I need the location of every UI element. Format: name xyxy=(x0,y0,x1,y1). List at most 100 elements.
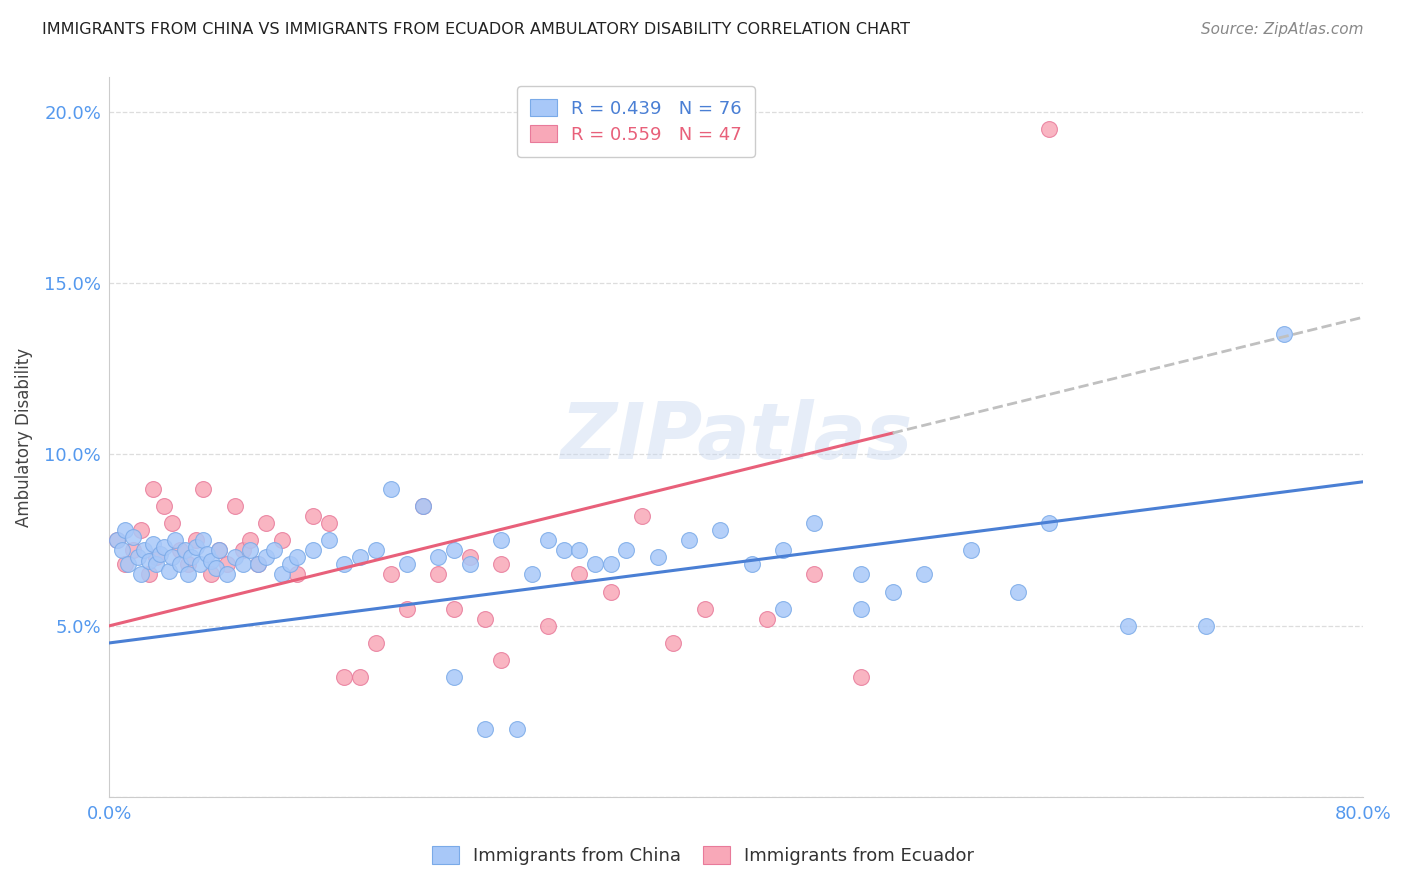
Point xyxy=(741,557,763,571)
Point xyxy=(364,636,387,650)
Point xyxy=(287,550,309,565)
Point xyxy=(224,499,246,513)
Point xyxy=(349,670,371,684)
Point xyxy=(537,533,560,548)
Point xyxy=(380,567,402,582)
Point xyxy=(568,543,591,558)
Point xyxy=(553,543,575,558)
Point xyxy=(287,567,309,582)
Point xyxy=(173,543,195,558)
Point xyxy=(443,601,465,615)
Point xyxy=(396,557,419,571)
Point xyxy=(205,560,228,574)
Point xyxy=(599,584,621,599)
Point xyxy=(662,636,685,650)
Point xyxy=(693,601,716,615)
Point xyxy=(215,567,238,582)
Y-axis label: Ambulatory Disability: Ambulatory Disability xyxy=(15,348,32,527)
Point xyxy=(772,601,794,615)
Point xyxy=(224,550,246,565)
Point xyxy=(153,499,176,513)
Point xyxy=(851,670,873,684)
Point xyxy=(318,533,340,548)
Point xyxy=(153,540,176,554)
Point xyxy=(537,619,560,633)
Point xyxy=(583,557,606,571)
Legend: R = 0.439   N = 76, R = 0.559   N = 47: R = 0.439 N = 76, R = 0.559 N = 47 xyxy=(517,87,755,157)
Point xyxy=(177,567,200,582)
Point xyxy=(803,516,825,530)
Point xyxy=(1038,121,1060,136)
Point xyxy=(193,533,215,548)
Point xyxy=(232,543,254,558)
Point xyxy=(145,550,167,565)
Point xyxy=(105,533,128,548)
Point xyxy=(157,564,180,578)
Point xyxy=(122,543,145,558)
Point xyxy=(247,557,270,571)
Point xyxy=(129,523,152,537)
Point xyxy=(270,567,292,582)
Point xyxy=(380,482,402,496)
Point xyxy=(803,567,825,582)
Point xyxy=(443,670,465,684)
Point xyxy=(364,543,387,558)
Point xyxy=(349,550,371,565)
Point xyxy=(184,540,207,554)
Point xyxy=(912,567,935,582)
Point xyxy=(882,584,904,599)
Point xyxy=(169,543,191,558)
Point xyxy=(1272,327,1295,342)
Point xyxy=(239,533,262,548)
Point xyxy=(458,550,481,565)
Legend: Immigrants from China, Immigrants from Ecuador: Immigrants from China, Immigrants from E… xyxy=(423,838,983,874)
Point xyxy=(200,554,222,568)
Point xyxy=(215,557,238,571)
Point xyxy=(333,670,356,684)
Point xyxy=(1007,584,1029,599)
Point xyxy=(145,557,167,571)
Point xyxy=(142,536,165,550)
Point xyxy=(489,557,512,571)
Point xyxy=(114,557,136,571)
Point xyxy=(427,567,450,582)
Point xyxy=(195,547,218,561)
Point xyxy=(132,543,155,558)
Point xyxy=(208,543,231,558)
Point xyxy=(474,612,496,626)
Point xyxy=(522,567,544,582)
Point xyxy=(254,516,277,530)
Point xyxy=(180,550,202,565)
Text: IMMIGRANTS FROM CHINA VS IMMIGRANTS FROM ECUADOR AMBULATORY DISABILITY CORRELATI: IMMIGRANTS FROM CHINA VS IMMIGRANTS FROM… xyxy=(42,22,910,37)
Point xyxy=(851,601,873,615)
Point xyxy=(263,543,285,558)
Text: ZIPatlas: ZIPatlas xyxy=(560,400,912,475)
Point xyxy=(458,557,481,571)
Point xyxy=(333,557,356,571)
Point xyxy=(412,499,434,513)
Point xyxy=(254,550,277,565)
Point xyxy=(647,550,669,565)
Point xyxy=(506,722,529,736)
Point xyxy=(169,557,191,571)
Point xyxy=(160,550,183,565)
Point xyxy=(193,482,215,496)
Point xyxy=(247,557,270,571)
Point xyxy=(188,557,211,571)
Point xyxy=(1038,516,1060,530)
Point xyxy=(200,567,222,582)
Point xyxy=(318,516,340,530)
Point xyxy=(208,543,231,558)
Point xyxy=(599,557,621,571)
Point xyxy=(270,533,292,548)
Point xyxy=(1195,619,1218,633)
Text: Source: ZipAtlas.com: Source: ZipAtlas.com xyxy=(1201,22,1364,37)
Point xyxy=(616,543,638,558)
Point xyxy=(142,482,165,496)
Point xyxy=(129,567,152,582)
Point xyxy=(412,499,434,513)
Point xyxy=(122,530,145,544)
Point xyxy=(117,557,139,571)
Point xyxy=(960,543,983,558)
Point xyxy=(165,533,187,548)
